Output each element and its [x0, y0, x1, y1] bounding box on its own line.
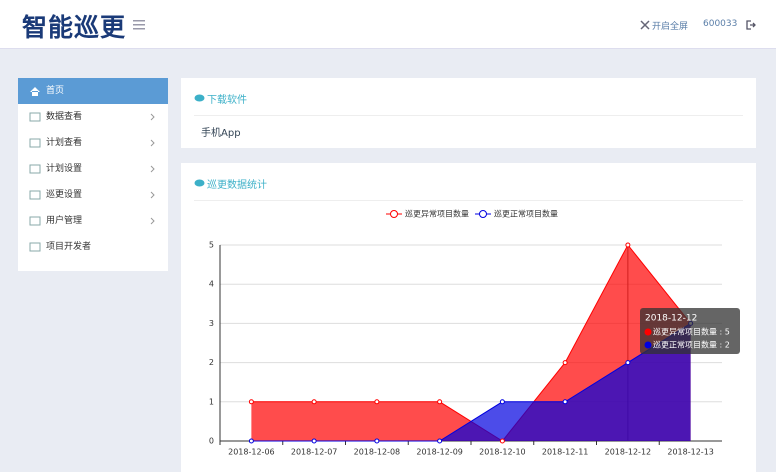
x-tick-label: 2018-12-11 [542, 448, 589, 457]
tooltip-box [640, 308, 740, 354]
point [499, 399, 505, 405]
point [248, 438, 254, 444]
menu-icon[interactable] [133, 19, 147, 31]
tooltip: 2018-12-12 巡更异常项目数量 : 5 巡更正常项目数量 : 2 [640, 308, 740, 354]
y-tick-label: 2 [209, 358, 214, 367]
point [437, 438, 443, 444]
y-tick-label: 1 [209, 397, 214, 406]
tooltip-title: 2018-12-12 [645, 314, 697, 324]
point [374, 399, 380, 405]
download-panel: 下载软件 手机App [181, 78, 756, 148]
fullscreen-link[interactable]: 开启全屏 [652, 22, 689, 32]
panel-title: 巡更数据统计 [207, 180, 267, 191]
nav-item[interactable]: 项目开发者 [18, 234, 168, 260]
x-tick-label: 2018-12-07 [291, 448, 338, 457]
nav-item[interactable]: 首页 [18, 78, 168, 104]
sidebar: 首页 数据查看 计划查看 计划设置 巡更设置 用户管理 项目开发者 [18, 78, 168, 271]
line [251, 322, 691, 442]
nav-item[interactable]: 数据查看 [18, 104, 168, 130]
nav-item[interactable]: 巡更设置 [18, 182, 168, 208]
nav-item[interactable]: 用户管理 [18, 208, 168, 234]
tooltip-line: 巡更正常项目数量 : 2 [653, 340, 730, 350]
logout-icon[interactable] [746, 20, 756, 30]
x-tick-label: 2018-12-06 [228, 448, 275, 457]
download-link[interactable]: 手机App [201, 128, 241, 139]
point [562, 360, 568, 366]
point [374, 438, 380, 444]
point [311, 399, 317, 405]
legend-label: 巡更正常项目数量 [494, 209, 558, 219]
user-name[interactable]: 600033 [703, 19, 738, 29]
nav-item[interactable]: 计划设置 [18, 156, 168, 182]
nav-item[interactable]: 计划查看 [18, 130, 168, 156]
y-tick-label: 5 [209, 241, 214, 250]
y-tick-label: 0 [209, 437, 214, 446]
point [499, 438, 505, 444]
tooltip-dot [644, 328, 652, 336]
header: 智能巡更 开启全屏 600033 [0, 0, 776, 49]
cloud-icon [194, 179, 205, 187]
area [251, 323, 691, 441]
point [311, 438, 317, 444]
point [625, 242, 631, 248]
legend-swatch [390, 210, 398, 218]
tooltip-dot [644, 341, 652, 349]
cloud-icon [194, 94, 205, 102]
point [562, 399, 568, 405]
x-tick-label: 2018-12-09 [416, 448, 463, 457]
app-title: 智能巡更 [22, 13, 127, 42]
point [437, 399, 443, 405]
x-tick-label: 2018-12-10 [479, 448, 526, 457]
legend-swatch [479, 210, 487, 218]
x-tick-label: 2018-12-08 [354, 448, 401, 457]
y-tick-label: 3 [209, 319, 214, 328]
y-tick-label: 4 [209, 280, 214, 289]
legend-label: 巡更异常项目数量 [405, 209, 469, 219]
tooltip-line: 巡更异常项目数量 : 5 [653, 327, 730, 337]
panel-title: 下载软件 [207, 95, 247, 106]
point [625, 360, 631, 366]
point [248, 399, 254, 405]
x-tick-label: 2018-12-12 [605, 448, 652, 457]
fullscreen-icon[interactable] [640, 20, 650, 30]
x-tick-label: 2018-12-13 [667, 448, 714, 457]
